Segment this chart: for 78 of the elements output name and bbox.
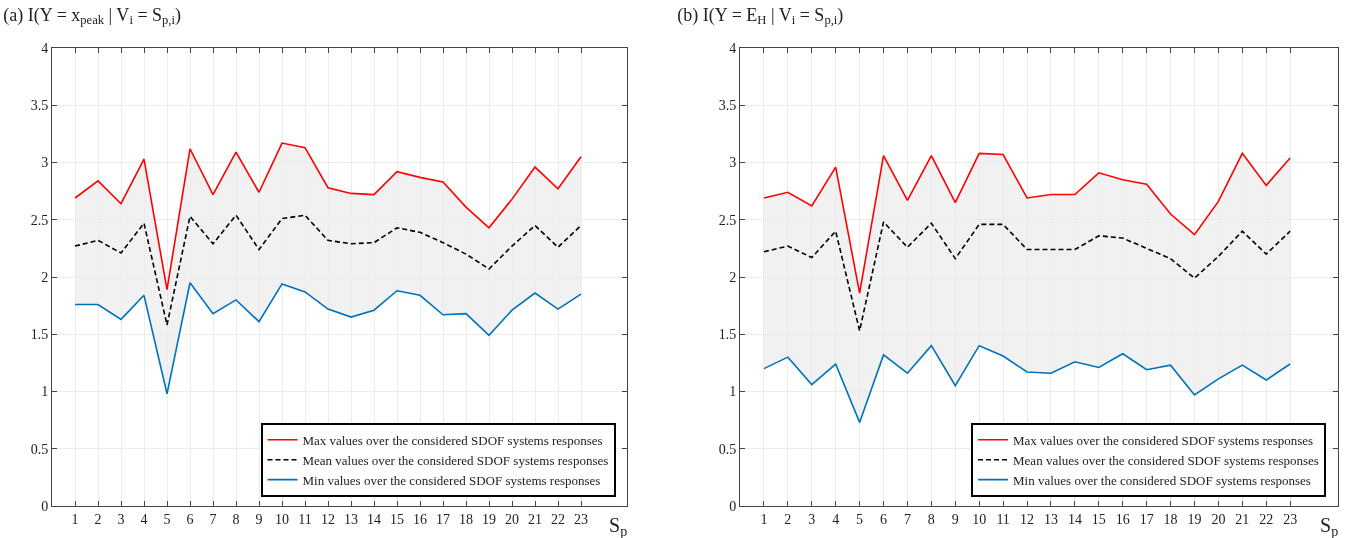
x-tick-label: 7 xyxy=(209,511,217,527)
x-tick-label: 15 xyxy=(1091,511,1106,527)
legend-label: Min values over the considered SDOF systems responses xyxy=(1013,472,1311,488)
x-tick-label: 5 xyxy=(163,511,171,527)
x-tick-label: 22 xyxy=(1259,511,1274,527)
x-tick-label: 19 xyxy=(482,511,496,527)
legend-label: Min values over the considered SDOF systems responses xyxy=(302,472,601,488)
y-tick-label: 2 xyxy=(729,269,737,285)
y-tick-label: 4 xyxy=(41,40,49,56)
x-tick-label: 18 xyxy=(459,511,473,527)
x-tick-label: 17 xyxy=(1139,511,1154,527)
chart-title: (b) I(Y = E$_{H}$ | V$_{i}$ = S$_{p,i}$) xyxy=(677,4,844,28)
line-series xyxy=(763,221,1291,332)
line-series xyxy=(763,344,1291,424)
y-tick-label: 3 xyxy=(729,155,737,171)
line-series xyxy=(74,281,582,395)
x-tick-label: 10 xyxy=(275,511,289,527)
y-tick-label: 1.5 xyxy=(718,327,737,343)
x-tick-label: 9 xyxy=(951,511,959,527)
x-tick-label: 18 xyxy=(1163,511,1178,527)
y-tick-label: 4 xyxy=(729,40,737,56)
x-tick-label: 10 xyxy=(972,511,987,527)
x-tick-label: 23 xyxy=(1283,511,1298,527)
x-tick-label: 21 xyxy=(1235,511,1250,527)
x-tick-label: 3 xyxy=(117,511,125,527)
x-tick-label: 4 xyxy=(832,511,840,527)
x-tick-label: 20 xyxy=(505,511,519,527)
x-tick-label: 12 xyxy=(1020,511,1035,527)
legend-label: Max values over the considered SDOF systems responses xyxy=(1013,432,1314,448)
x-tick-label: 1 xyxy=(71,511,79,527)
x-tick-label: 15 xyxy=(390,511,404,527)
x-tick-label: 14 xyxy=(1067,511,1082,527)
x-tick-label: 1 xyxy=(760,511,768,527)
x-tick-label: 2 xyxy=(784,511,792,527)
y-tick-label: 1.5 xyxy=(30,327,49,343)
chart-title: (a) I(Y = x$_{peak}$ | V$_{i}$ = S$_{p,i}$) xyxy=(3,4,182,28)
x-tick-label: 21 xyxy=(528,511,542,527)
legend-label: Mean values over the considered SDOF systems responses xyxy=(302,452,609,468)
x-tick-label: 22 xyxy=(551,511,565,527)
x-tick-label: 2 xyxy=(94,511,102,527)
x-tick-label: 6 xyxy=(186,511,194,527)
x-tick-label: 4 xyxy=(140,511,148,527)
x-tick-label: 6 xyxy=(880,511,888,527)
x-tick-label: 13 xyxy=(344,511,358,527)
y-tick-label: 3.5 xyxy=(30,98,49,114)
line-series xyxy=(74,214,582,326)
legend-label: Mean values over the considered SDOF systems responses xyxy=(1013,452,1319,468)
x-tick-label: 17 xyxy=(436,511,450,527)
y-tick-label: 1 xyxy=(729,384,737,400)
x-tick-label: 12 xyxy=(321,511,335,527)
x-tick-label: 11 xyxy=(996,511,1010,527)
y-tick-label: 0.5 xyxy=(718,441,737,457)
legend-label: Max values over the considered SDOF systems responses xyxy=(302,432,603,448)
y-tick-label: 0 xyxy=(41,498,49,514)
x-tick-label: 16 xyxy=(413,511,427,527)
y-tick-label: 3.5 xyxy=(718,98,737,114)
y-tick-label: 0 xyxy=(729,498,737,514)
y-tick-label: 2.5 xyxy=(718,212,737,228)
y-tick-label: 0.5 xyxy=(30,441,49,457)
x-tick-label: 7 xyxy=(903,511,911,527)
y-tick-label: 3 xyxy=(41,155,49,171)
x-tick-label: 8 xyxy=(927,511,935,527)
x-tick-label: 11 xyxy=(298,511,312,527)
x-tick-label: 8 xyxy=(232,511,240,527)
x-tick-label: 19 xyxy=(1187,511,1202,527)
line-series xyxy=(763,152,1291,294)
x-tick-label: 23 xyxy=(574,511,588,527)
y-tick-label: 2 xyxy=(41,269,49,285)
x-tick-label: 20 xyxy=(1211,511,1226,527)
line-series xyxy=(74,142,582,291)
x-tick-label: 5 xyxy=(856,511,864,527)
x-tick-label: 9 xyxy=(255,511,263,527)
x-tick-label: 16 xyxy=(1115,511,1130,527)
x-tick-label: 14 xyxy=(367,511,381,527)
y-tick-label: 1 xyxy=(41,384,49,400)
x-tick-label: 13 xyxy=(1043,511,1058,527)
x-tick-label: 3 xyxy=(808,511,816,527)
y-tick-label: 2.5 xyxy=(30,212,49,228)
